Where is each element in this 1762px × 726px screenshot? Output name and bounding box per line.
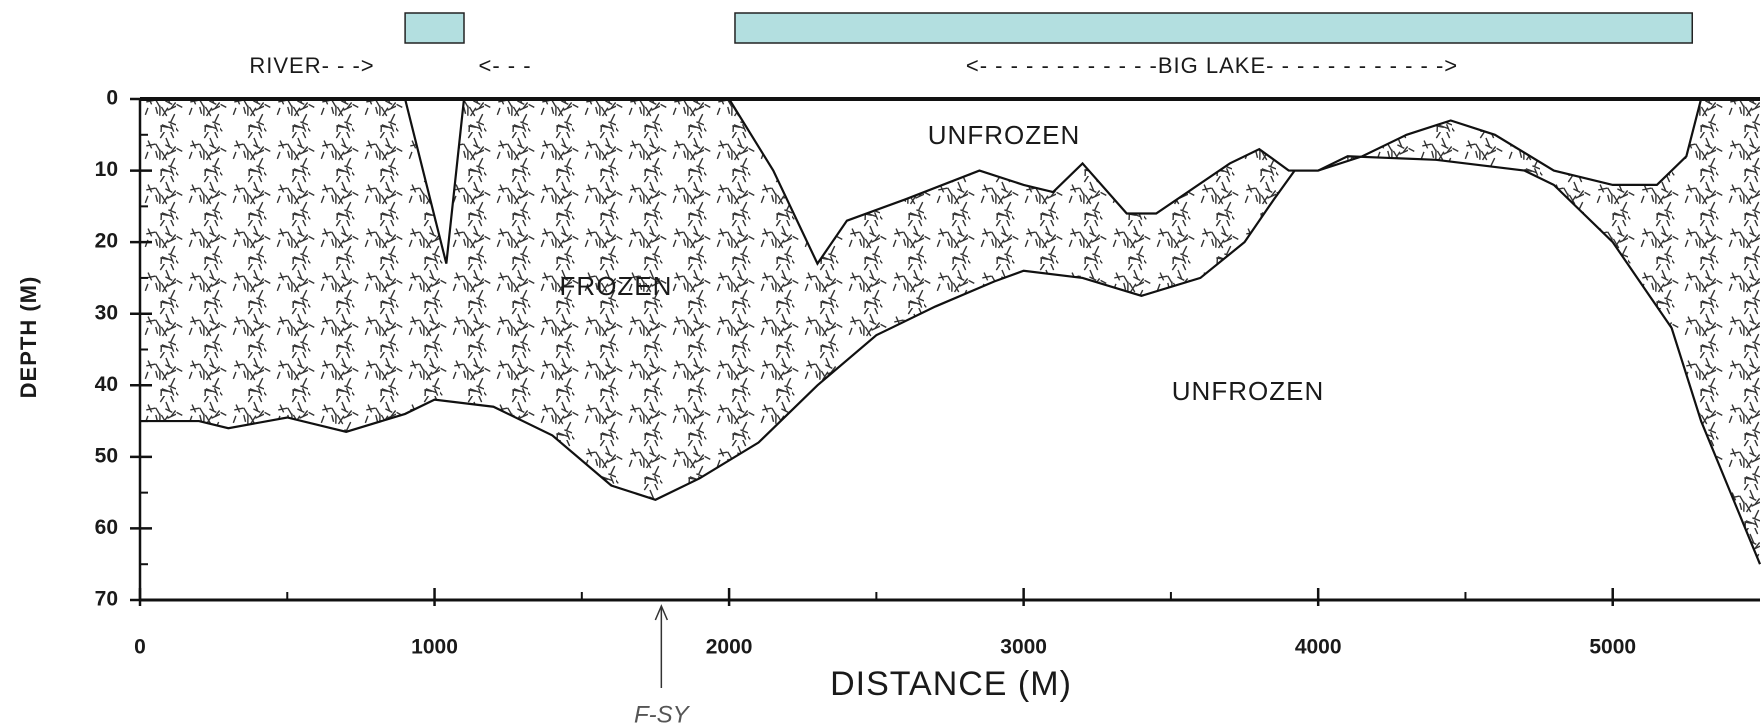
x-tick-label: 4000 [1295, 636, 1342, 659]
x-axis-label: DISTANCE (M) [830, 665, 1072, 703]
x-tick-label: 2000 [706, 636, 753, 659]
water-bar [735, 13, 1692, 43]
y-tick-label: 30 [95, 301, 118, 324]
annotation: <- - - [478, 53, 531, 78]
annotation: UNFROZEN [928, 120, 1080, 150]
y-axis-label: DEPTH (M) [16, 276, 41, 399]
y-tick-label: 10 [95, 158, 118, 181]
annotation: FROZEN [560, 271, 673, 301]
y-tick-label: 60 [95, 516, 118, 539]
chart: DISTANCE (M) DEPTH (M) 0 10 20 30 40 50 60 70 0 1… [0, 0, 1762, 726]
y-tick-label: 40 [95, 373, 118, 396]
annotation: <- - - - - - - - - - - -BIG LAKE- - - - … [966, 53, 1458, 78]
x-tick-label: 0 [134, 636, 146, 659]
y-tick-label: 70 [95, 588, 118, 611]
y-tick-label: 50 [95, 444, 118, 467]
x-tick-label: 1000 [411, 636, 458, 659]
water-bar [405, 13, 464, 43]
y-tick-label: 20 [95, 230, 118, 253]
annotation: RIVER- - -> [249, 53, 374, 78]
x-tick-label: 3000 [1000, 636, 1047, 659]
marker-label: F-SY [634, 701, 691, 726]
annotation: UNFROZEN [1172, 376, 1324, 406]
y-tick-label: 0 [106, 87, 118, 110]
x-tick-label: 5000 [1589, 636, 1636, 659]
